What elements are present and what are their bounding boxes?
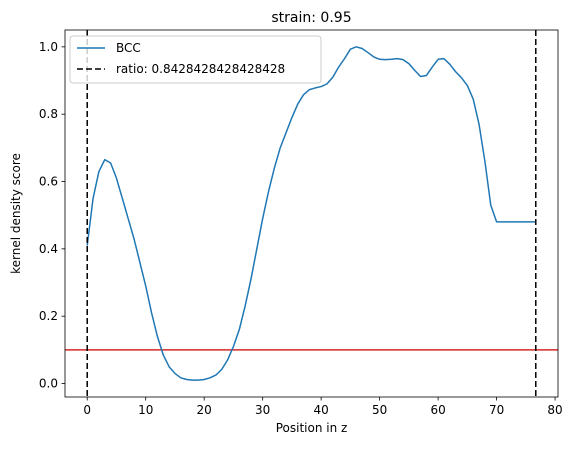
x-tick-label: 0 bbox=[83, 403, 91, 417]
x-tick-label: 80 bbox=[547, 403, 562, 417]
series-line-bcc bbox=[86, 46, 536, 381]
axes-frame bbox=[64, 29, 559, 398]
y-tick-label: 0.0 bbox=[39, 377, 58, 391]
legend-label-ratio: ratio: 0.8428428428428428 bbox=[116, 62, 285, 76]
y-tick-label: 0.6 bbox=[39, 175, 58, 189]
y-tick-label: 0.8 bbox=[39, 107, 58, 121]
x-tick-label: 50 bbox=[372, 403, 387, 417]
y-tick-label: 0.2 bbox=[39, 309, 58, 323]
x-tick-label: 30 bbox=[255, 403, 270, 417]
y-tick-label: 0.4 bbox=[39, 242, 58, 256]
y-axis-ticks: 0.0 0.2 0.4 0.6 0.8 1.0 bbox=[39, 40, 65, 391]
y-tick-label: 1.0 bbox=[39, 40, 58, 54]
x-tick-label: 20 bbox=[197, 403, 212, 417]
x-tick-label: 40 bbox=[314, 403, 329, 417]
y-axis-label: kernel density score bbox=[9, 153, 23, 274]
plot-clip-group bbox=[65, 30, 558, 397]
x-axis-ticks: 0 10 20 30 40 50 60 70 80 bbox=[83, 397, 563, 417]
x-tick-label: 70 bbox=[489, 403, 504, 417]
legend-label-bcc: BCC bbox=[116, 41, 141, 55]
legend-box bbox=[69, 35, 322, 84]
legend: BCC ratio: 0.8428428428428428 bbox=[69, 35, 322, 84]
plot-area bbox=[64, 29, 559, 398]
chart-title: strain: 0.95 bbox=[271, 10, 351, 26]
x-tick-label: 60 bbox=[430, 403, 445, 417]
x-tick-label: 10 bbox=[138, 403, 153, 417]
x-axis-label: Position in z bbox=[276, 421, 348, 435]
